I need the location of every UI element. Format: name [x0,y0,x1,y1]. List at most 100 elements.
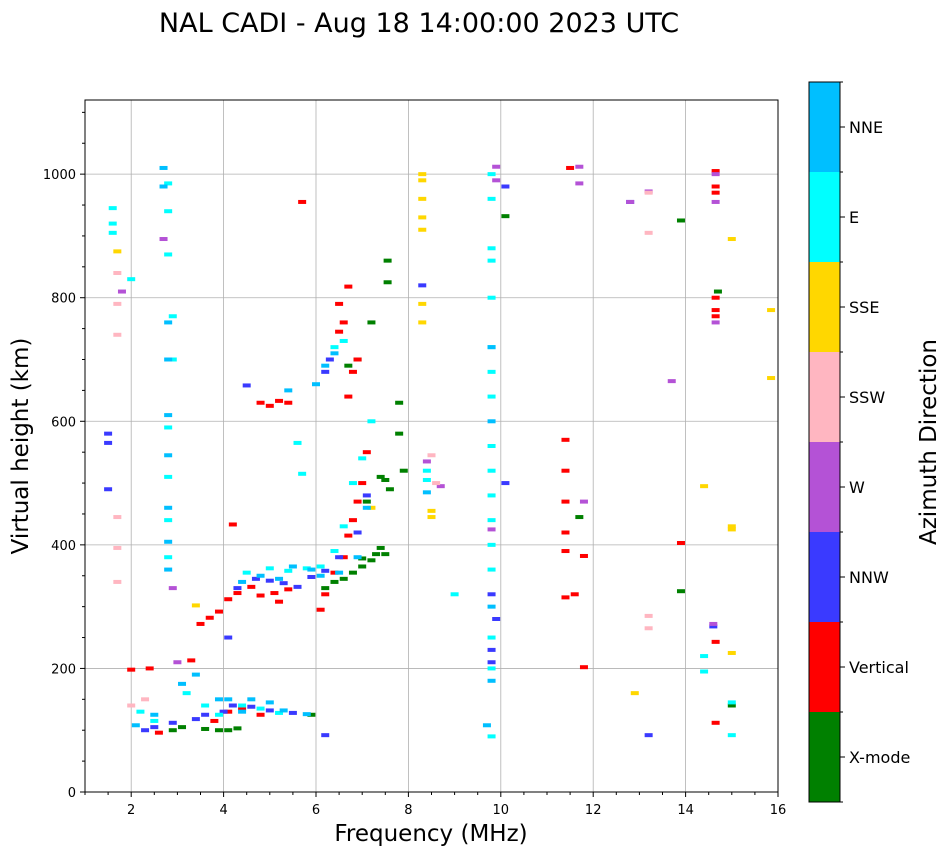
echo-point-nnw [233,586,242,591]
echo-point-nne [321,363,330,368]
echo-point-nnw [418,283,427,288]
colorbar-segment-e [809,172,840,262]
echo-point-nne [422,490,431,495]
echo-point-ssw [644,190,653,195]
echo-point-vertical [579,665,588,670]
echo-point-ssw [644,613,653,618]
echo-point-x-mode [376,545,385,550]
echo-point-e [487,468,496,473]
grid-lines [85,100,779,793]
echo-point-e [339,524,348,529]
echo-point-e [214,712,223,717]
echo-point-vertical [224,709,233,714]
echo-point-nnw [251,576,260,581]
echo-point-vertical [321,592,330,597]
echo-point-x-mode [321,586,330,591]
x-tick-label: 8 [404,803,412,818]
echo-point-w [579,499,588,504]
echo-point-vertical [561,530,570,535]
echo-point-vertical [561,595,570,600]
echo-point-e [487,567,496,572]
echo-point-nne [265,700,274,705]
echo-point-e [298,471,307,476]
echo-point-vertical [344,394,353,399]
echo-point-vertical [265,403,274,408]
echo-point-nne [482,723,491,728]
echo-point-e [487,369,496,374]
echo-point-vertical [127,667,136,672]
echo-point-nnw [362,493,371,498]
echo-point-nnw [104,431,113,436]
echo-point-nne [164,453,173,458]
echo-point-sse [727,527,736,532]
echo-point-e [367,419,376,424]
echo-point-vertical [348,518,357,523]
echo-point-vertical [711,295,720,300]
echo-point-vertical [353,499,362,504]
x-tick-label: 4 [219,803,227,818]
echo-point-vertical [196,621,205,626]
echo-point-nnw [335,555,344,560]
echo-point-e [168,357,177,362]
echo-point-e [275,710,284,715]
echo-point-vertical [214,609,223,614]
echo-point-e [108,206,117,211]
echo-point-w [436,484,445,489]
echo-point-nnw [191,717,200,722]
echo-point-nnw [492,617,501,621]
echo-point-sse [418,172,427,177]
echo-point-nne [275,576,284,581]
echo-point-sse [630,691,639,696]
echo-point-vertical [339,555,348,560]
echo-point-vertical [275,398,284,403]
echo-point-w [667,379,676,384]
echo-point-e [487,295,496,300]
colorbar-tick-label: X-mode [849,748,910,767]
echo-point-nne [256,573,265,578]
echo-point-x-mode [367,320,376,325]
echo-point-e [358,456,367,461]
echo-point-vertical [566,165,575,170]
x-tick-label: 2 [127,803,135,818]
echo-point-x-mode [676,589,685,594]
echo-point-e [316,564,325,569]
echo-point-nne [238,709,247,714]
echo-point-vertical [676,541,685,546]
x-tick-label: 6 [312,803,320,818]
echo-point-sse [418,196,427,201]
colorbar-tick-label: NNE [849,118,883,137]
echo-point-e [487,734,496,739]
echo-point-vertical [335,329,344,334]
echo-point-e [339,338,348,343]
echo-point-e [348,481,357,486]
echo-point-vertical [205,615,214,620]
echo-point-x-mode [330,579,339,584]
echo-point-sse [700,484,709,489]
echo-point-x-mode [178,725,187,730]
echo-point-nne [191,672,200,677]
echo-point-nne [284,388,293,393]
echo-point-w [711,172,720,177]
echo-point-nnw [293,584,302,589]
colorbar-segment-x-mode [809,712,840,802]
echo-point-vertical [256,593,265,598]
echo-point-nnw [265,708,274,713]
y-tick-label: 600 [51,415,76,430]
echo-point-ssw [141,697,150,702]
echo-point-nnw [353,530,362,535]
echo-point-nnw [501,184,510,189]
echo-point-x-mode [362,499,371,504]
echo-point-nne [164,357,173,362]
colorbar-tick-label: W [849,478,865,497]
echo-point-e [330,549,339,554]
colorbar-tick-label: Vertical [849,658,909,677]
echo-point-x-mode [358,564,367,569]
echo-point-nnw [279,581,288,586]
colorbar-segment-nnw [809,532,840,622]
y-tick-label: 800 [51,292,76,307]
colorbar-tick-label: E [849,208,859,227]
y-tick-label: 400 [51,539,76,554]
echo-point-w [487,527,496,532]
echo-point-e [265,566,274,571]
echo-point-vertical [353,357,362,362]
